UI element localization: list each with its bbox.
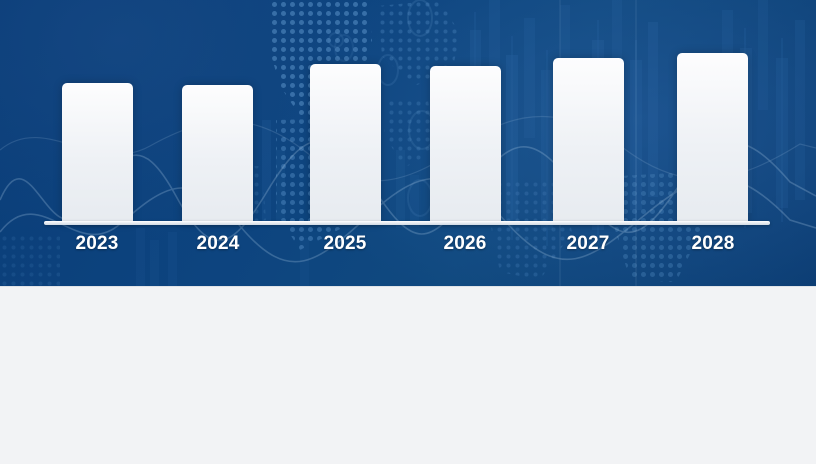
stats-panel: 8.28% CAGR (2023-2028) $ (0, 286, 816, 464)
x-axis-label-2028: 2028 (691, 233, 735, 254)
bar-2027 (553, 58, 624, 223)
x-axis-label-2026: 2026 (443, 233, 487, 254)
chart-panel: 2023 2024 2025 2026 2027 2028 (0, 0, 816, 286)
bar-2024 (182, 85, 253, 223)
x-axis-label-2027: 2027 (566, 233, 610, 254)
x-axis-label-2025: 2025 (323, 233, 367, 254)
x-axis-label-2023: 2023 (75, 233, 119, 254)
bar-2028 (677, 53, 748, 223)
bar-2025 (310, 64, 381, 223)
x-axis-label-2024: 2024 (196, 233, 240, 254)
bar-2026 (430, 66, 501, 223)
bar-series: 2023 2024 2025 2026 2027 2028 (44, 53, 770, 254)
x-axis-line (44, 221, 770, 225)
bar-2023 (62, 83, 133, 223)
